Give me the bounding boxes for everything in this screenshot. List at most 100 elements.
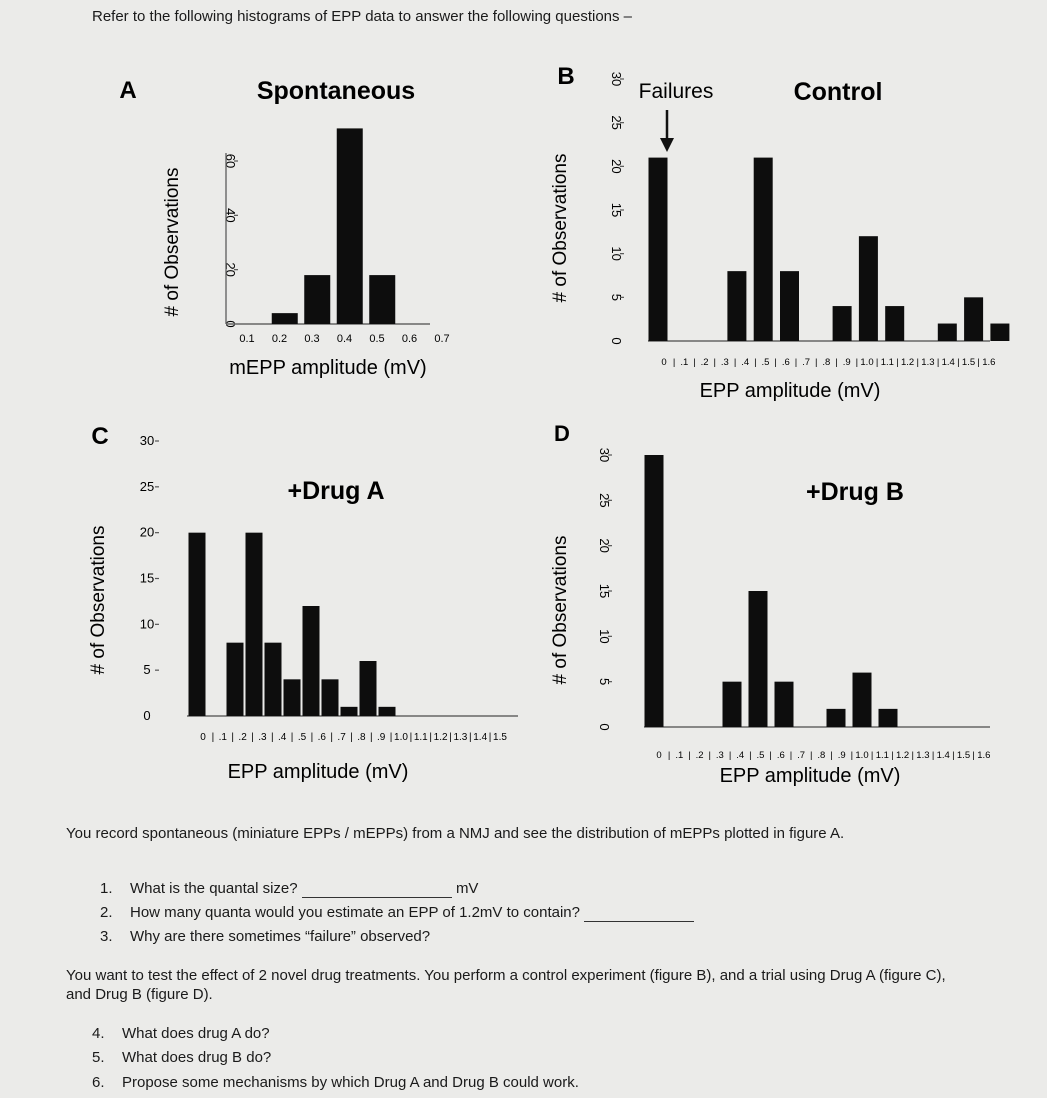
chart-a-xtick-label: 0.7 — [434, 333, 449, 345]
chart-b-ytick-label: 5 — [609, 294, 624, 301]
chart-a-bar — [271, 313, 298, 324]
chart-b-ytick-label: 15 — [609, 203, 624, 217]
chart-c-bar — [245, 532, 263, 716]
chart-c-bar — [340, 706, 358, 716]
chart-a-ytick-label: 40 — [223, 208, 238, 222]
question-2: 2. How many quanta would you estimate an … — [100, 904, 695, 922]
question-1-text: What is the quantal size? — [130, 880, 298, 897]
chart-c-xtick-label: .8 — [357, 732, 366, 743]
chart-b-xtick-separator: | — [714, 357, 716, 368]
chart-b-xtick-label: .4 — [741, 357, 749, 368]
chart-c-bar — [188, 532, 206, 716]
chart-c-bar — [226, 642, 244, 716]
chart-c-xtick-separator: | — [410, 732, 413, 743]
chart-c-xtick-separator: | — [212, 732, 215, 743]
chart-c-xtick-separator: | — [390, 732, 393, 743]
question-6-text: Propose some mechanisms by which Drug A … — [122, 1074, 579, 1091]
chart-c-ytick-label: 10 — [140, 616, 154, 631]
chart-b-xtick-separator: | — [917, 357, 919, 368]
chart-b-xtick-label: .9 — [843, 357, 851, 368]
chart-a-xtick-label: 0.3 — [304, 333, 319, 345]
chart-c-ytick-label: 0 — [143, 708, 150, 723]
chart-a-title: Spontaneous — [257, 77, 415, 105]
chart-b-bar — [964, 297, 984, 341]
chart-b-xtick-label: .6 — [782, 357, 790, 368]
chart-b-xtick-label: 1.5 — [962, 357, 975, 368]
chart-c-bar — [359, 661, 377, 716]
chart-b-xtick-label: .7 — [802, 357, 810, 368]
chart-b-annotation: Failures — [639, 80, 714, 103]
chart-d-xtick-label: .8 — [817, 750, 825, 761]
chart-c-ytick-label: 25 — [140, 479, 154, 494]
chart-c-xtick-separator: | — [330, 732, 333, 743]
chart-b-xtick-label: .2 — [701, 357, 709, 368]
chart-d-panel-letter: D — [554, 421, 570, 446]
chart-d-xtick-separator: | — [912, 750, 914, 761]
chart-d-xtick-separator: | — [972, 750, 974, 761]
chart-d-xtick-separator: | — [709, 750, 711, 761]
chart-b-xtick-separator: | — [957, 357, 959, 368]
chart-b-xtick-label: .3 — [721, 357, 729, 368]
chart-d-xtick-separator: | — [688, 750, 690, 761]
question-2-answer-blank[interactable] — [584, 904, 695, 922]
chart-d-bar — [826, 708, 846, 727]
chart-b-xtick-label: 0 — [661, 357, 666, 368]
chart-c-xtick-separator: | — [271, 732, 274, 743]
chart-d-xtick-label: .1 — [675, 750, 683, 761]
chart-c-xtick-label: 1.5 — [493, 732, 507, 743]
chart-c-xtick-label: .3 — [258, 732, 267, 743]
chart-c-xtick-separator: | — [291, 732, 294, 743]
question-6: 6. Propose some mechanisms by which Drug … — [92, 1074, 579, 1091]
chart-d-xlabel: EPP amplitude (mV) — [720, 765, 901, 787]
chart-c-xtick-separator: | — [469, 732, 472, 743]
chart-d-ylabel: # of Observations — [550, 536, 571, 685]
question-1-answer-blank[interactable] — [301, 880, 452, 898]
chart-c-bar — [264, 642, 282, 716]
chart-c-xtick-label: .7 — [337, 732, 346, 743]
chart-c-ytick-label: 5 — [143, 662, 150, 677]
chart-c-bar — [378, 706, 396, 716]
chart-b-ytick-label: 25 — [609, 115, 624, 129]
chart-b-xtick-separator: | — [795, 357, 797, 368]
chart-d-xtick-label: 1.1 — [876, 750, 889, 761]
chart-a-bar — [369, 275, 396, 324]
chart-a-xtick-label: 0.4 — [337, 333, 352, 345]
intro-paragraph-1: You record spontaneous (miniature EPPs /… — [66, 825, 845, 842]
chart-d-ytick-label: 0 — [597, 723, 612, 730]
chart-b-bar — [885, 306, 905, 341]
chart-c-xtick-label: .2 — [238, 732, 247, 743]
chart-d-ytick-label: 5 — [597, 678, 612, 685]
chart-b-xtick-separator: | — [673, 357, 675, 368]
question-1-unit: mV — [455, 880, 479, 897]
chart-d-xtick-label: 1.0 — [855, 750, 868, 761]
chart-c-xtick-label: 1.1 — [414, 732, 428, 743]
chart-b-xtick-separator: | — [977, 357, 979, 368]
chart-a-ylabel: # of Observations — [162, 168, 183, 317]
chart-d-xtick-separator: | — [810, 750, 812, 761]
chart-b-annotation-arrowhead — [660, 138, 674, 152]
chart-b-bar — [648, 157, 668, 341]
question-5-text: What does drug B do? — [122, 1049, 272, 1066]
chart-b-xtick-separator: | — [896, 357, 898, 368]
chart-a-xlabel: mEPP amplitude (mV) — [229, 357, 426, 379]
chart-a-panel-letter: A — [119, 77, 136, 104]
chart-a-xtick-label: 0.6 — [402, 333, 417, 345]
chart-c-panel-letter: C — [91, 423, 108, 450]
chart-c-xlabel: EPP amplitude (mV) — [228, 761, 409, 783]
chart-d-xtick-label: .4 — [736, 750, 744, 761]
chart-b-xtick-label: 1.2 — [901, 357, 914, 368]
question-6-number: 6. — [92, 1074, 105, 1091]
chart-b-xtick-label: 1.0 — [860, 357, 873, 368]
chart-b-title: Control — [794, 78, 883, 106]
chart-b-xtick-label: 1.1 — [881, 357, 894, 368]
chart-b-xtick-separator: | — [876, 357, 878, 368]
intro-paragraph-2: You want to test the effect of 2 novel d… — [66, 967, 946, 1003]
chart-b-xtick-label: 1.4 — [942, 357, 955, 368]
chart-c-xtick-label: .1 — [219, 732, 228, 743]
chart-c-ylabel: # of Observations — [88, 526, 109, 675]
chart-c-xtick-separator: | — [311, 732, 314, 743]
chart-c-ytick-label: 30 — [140, 433, 154, 448]
chart-d-ytick-label: 30 — [597, 448, 612, 462]
question-2-text: How many quanta would you estimate an EP… — [130, 904, 580, 921]
